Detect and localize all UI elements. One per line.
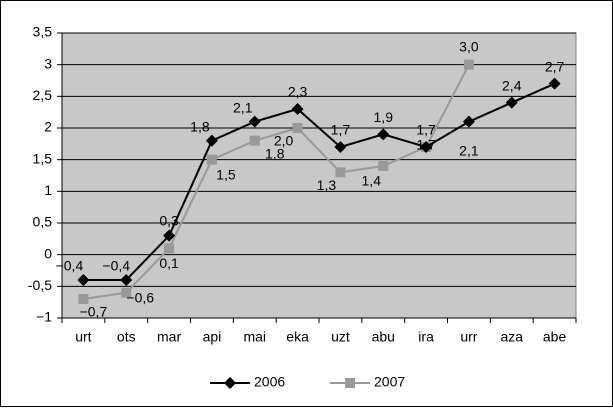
data-label: 2,1 <box>459 142 479 158</box>
data-label: 2,1 <box>233 99 253 115</box>
x-tick-label: abe <box>543 329 567 345</box>
data-label: 0,3 <box>159 212 179 228</box>
marker <box>335 167 346 178</box>
marker <box>463 59 474 70</box>
data-label: 3,0 <box>459 38 479 54</box>
series-line <box>83 64 470 300</box>
data-label: 1,7 <box>416 137 436 153</box>
y-tick-label: 3,5 <box>33 24 53 40</box>
x-tick-label: abu <box>372 329 395 345</box>
y-tick-label: 0,5 <box>33 214 53 230</box>
series-line <box>83 82 555 281</box>
data-label: 1,7 <box>416 122 436 138</box>
data-label: 2,7 <box>545 58 565 74</box>
x-tick-label: ira <box>418 329 434 345</box>
data-label: 1,8 <box>190 118 210 134</box>
marker <box>78 294 89 304</box>
data-label: −0,6 <box>126 289 154 305</box>
y-tick-label: −1 <box>36 309 52 325</box>
data-label: 1,9 <box>374 109 394 125</box>
data-label: 2,3 <box>288 84 308 100</box>
data-label: 1,7 <box>331 122 351 138</box>
y-tick-label: 0 <box>44 245 52 261</box>
y-tick-label: 1 <box>44 182 52 198</box>
y-tick-label: 2,5 <box>33 87 53 103</box>
marker <box>248 115 261 128</box>
marker <box>548 77 561 90</box>
marker <box>206 154 217 165</box>
x-tick-label: urr <box>460 329 477 345</box>
plot-area <box>61 32 577 319</box>
data-label: 2,0 <box>274 133 294 149</box>
marker <box>205 134 218 147</box>
marker <box>292 123 303 133</box>
data-label: −0,7 <box>80 304 108 320</box>
marker <box>505 96 518 109</box>
data-label: 0,1 <box>159 255 179 271</box>
data-label: 1,5 <box>216 166 236 182</box>
y-tick-label: 1,5 <box>33 150 53 166</box>
x-tick-label: mar <box>157 329 181 345</box>
data-label: 1,3 <box>317 177 337 193</box>
y-tick-label: 2 <box>44 119 52 135</box>
marker <box>163 229 176 242</box>
marker <box>164 243 175 254</box>
data-label: 1,8 <box>265 145 285 161</box>
y-tick-label: -0,5 <box>28 277 52 293</box>
legend-marker <box>345 378 355 388</box>
data-label: 1,4 <box>362 173 382 189</box>
marker <box>334 141 347 153</box>
data-label: 2,4 <box>502 77 522 93</box>
legend-marker <box>224 377 236 389</box>
marker <box>249 135 260 146</box>
marker <box>120 274 133 286</box>
x-tick-label: eka <box>286 329 309 345</box>
legend-label: 2007 <box>374 374 405 390</box>
marker <box>377 128 390 141</box>
marker <box>291 103 304 115</box>
x-tick-label: urt <box>75 329 91 345</box>
marker <box>378 161 389 171</box>
legend-label: 2006 <box>254 374 285 390</box>
x-tick-label: mai <box>243 329 266 345</box>
data-label: −0,4 <box>102 258 130 274</box>
x-tick-label: aza <box>500 329 523 345</box>
marker <box>77 274 90 286</box>
marker <box>420 141 433 153</box>
x-tick-label: ots <box>117 329 136 345</box>
marker <box>462 115 475 128</box>
x-tick-label: uzt <box>331 329 350 345</box>
data-label: −0,4 <box>56 258 84 274</box>
y-tick-label: 3 <box>44 55 52 71</box>
x-tick-label: api <box>203 329 222 345</box>
marker <box>121 287 132 298</box>
